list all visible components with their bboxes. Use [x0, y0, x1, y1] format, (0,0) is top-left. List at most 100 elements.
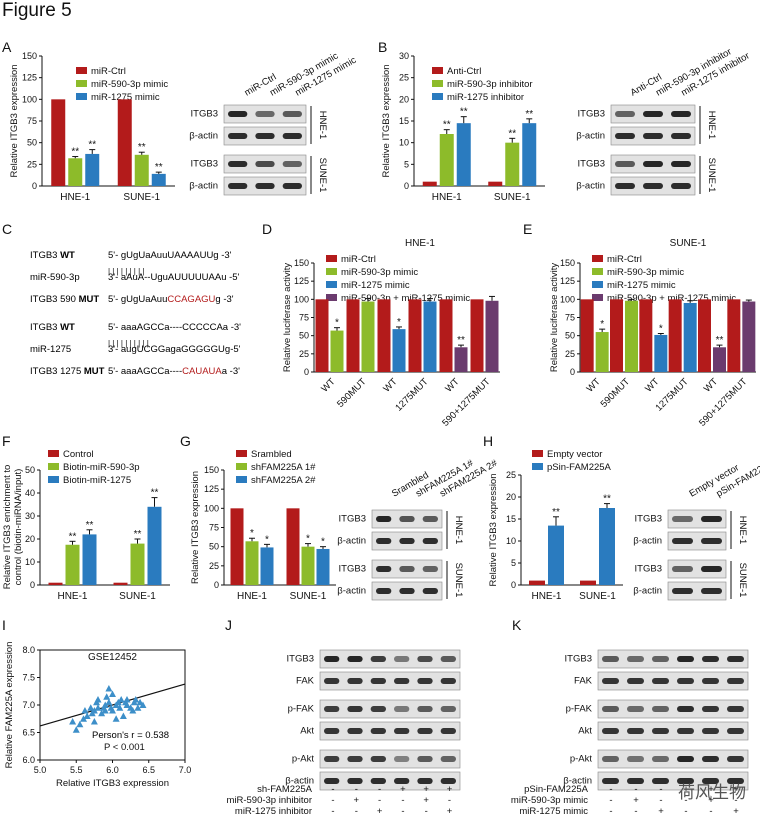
c-sequence-row: | | | | | | | | | | — [108, 339, 149, 348]
f-legend-swatch — [48, 476, 59, 483]
b-band — [671, 161, 691, 167]
j-blot-frame — [319, 771, 461, 791]
h-y-tick-label: 25 — [506, 470, 516, 480]
e-bar — [727, 299, 741, 372]
k-condition-value: + — [708, 795, 714, 806]
f-sig-label: ** — [69, 531, 77, 542]
i-point — [87, 704, 95, 711]
d-y-tick-label: 0 — [304, 367, 309, 377]
j-band — [417, 728, 433, 734]
f-legend-label: Biotin-miR-1275 — [63, 475, 131, 486]
f-y-tick-label: 30 — [25, 511, 35, 521]
a-band — [255, 111, 275, 117]
j-condition-value: + — [423, 795, 429, 806]
i-point — [116, 704, 124, 711]
d-x-tick-label: 590MUT — [335, 376, 369, 410]
j-condition-value: - — [378, 795, 381, 806]
k-band — [727, 756, 744, 762]
f-sig-label: ** — [134, 529, 142, 540]
g-band — [376, 516, 392, 522]
j-band — [370, 706, 386, 712]
d-title: HNE-1 — [405, 238, 435, 249]
k-band — [727, 656, 744, 662]
g-row-label: β-actin — [337, 586, 366, 597]
i-point — [129, 707, 137, 714]
d-y-tick-label: 150 — [294, 258, 309, 268]
j-condition-value: + — [377, 806, 383, 817]
e-y-label: Relative luciferase activity — [549, 263, 560, 373]
j-condition-value: - — [378, 784, 381, 795]
j-band — [370, 728, 386, 734]
j-band — [440, 678, 456, 684]
f-y-label: Relative ITGB3 enrichment to — [2, 465, 13, 590]
panel-letter-d: D — [262, 221, 272, 237]
b-band — [643, 133, 663, 139]
j-band — [324, 778, 340, 784]
j-band — [417, 778, 433, 784]
h-x-tick-label: SUNE-1 — [579, 591, 616, 602]
j-row-label: FAK — [296, 676, 315, 687]
g-sig-label: * — [250, 528, 254, 539]
d-x-tick-label: WT — [381, 376, 399, 394]
i-trend-line — [39, 683, 186, 727]
a-row-label: ITGB3 — [191, 159, 218, 170]
k-condition-value: - — [609, 806, 612, 817]
panel-letter-b: B — [378, 39, 387, 55]
e-sig-label: * — [600, 319, 604, 330]
h-sig-label: ** — [603, 494, 611, 505]
j-band — [347, 656, 363, 662]
c-seq-name: ITGB3 1275 — [30, 366, 84, 377]
b-y-tick-label: 20 — [399, 94, 409, 104]
e-bar — [625, 300, 638, 372]
c-seq-base: 5'- gUgUaAuu — [108, 294, 167, 305]
b-band — [671, 183, 691, 189]
a-legend-label: miR-590-3p mimic — [91, 79, 168, 90]
e-bar — [698, 299, 711, 372]
a-band — [228, 183, 248, 189]
i-point — [103, 693, 111, 700]
k-band — [602, 778, 619, 784]
j-band — [347, 778, 363, 784]
i-x-tick-label: 7.0 — [179, 765, 192, 775]
g-band — [399, 566, 415, 572]
a-bar — [51, 99, 66, 186]
j-condition-label: miR-590-3p inhibitor — [226, 795, 312, 806]
k-band — [727, 778, 744, 784]
c-pairing-bars: | | | | | | | | | | — [108, 339, 149, 348]
b-sig-label: ** — [460, 107, 468, 118]
d-x-tick-label: 1275MUT — [393, 376, 430, 413]
b-row-label: β-actin — [576, 181, 605, 192]
h-band — [701, 516, 722, 522]
c-seq-base: 3'- aAuA--UguAUUUUUAAu -5' — [108, 272, 240, 283]
i-point — [101, 707, 109, 714]
f-y-tick-label: 10 — [25, 557, 35, 567]
d-bar — [315, 299, 329, 372]
c-seq-suffix: MUT — [79, 294, 100, 305]
f-legend-swatch — [48, 450, 59, 457]
a-sig-label: ** — [71, 147, 79, 158]
j-row-label: ITGB3 — [287, 654, 314, 665]
d-legend-swatch — [326, 294, 337, 301]
i-point — [132, 696, 140, 703]
b-y-tick-label: 5 — [404, 159, 409, 169]
k-condition-value: - — [659, 795, 662, 806]
h-y-tick-label: 15 — [506, 514, 516, 524]
i-x-tick-label: 5.5 — [70, 765, 83, 775]
k-row-label: FAK — [574, 676, 593, 687]
j-condition-value: - — [355, 806, 358, 817]
i-point — [80, 715, 87, 722]
k-band — [677, 678, 694, 684]
g-sig-label: * — [306, 534, 310, 545]
e-bar — [742, 301, 756, 372]
g-bar — [316, 548, 330, 585]
k-band — [627, 656, 644, 662]
g-row-label: ITGB3 — [339, 514, 366, 525]
b-bar — [522, 123, 537, 186]
h-row-label: ITGB3 — [635, 564, 662, 575]
j-band — [440, 756, 456, 762]
i-title: GSE12452 — [88, 652, 137, 663]
c-sequence-text: 5'- gUgUaAuuUAAAAUUg -3' — [108, 250, 232, 261]
h-y-tick-label: 0 — [511, 580, 516, 590]
g-band — [399, 588, 415, 594]
i-point — [134, 704, 142, 711]
